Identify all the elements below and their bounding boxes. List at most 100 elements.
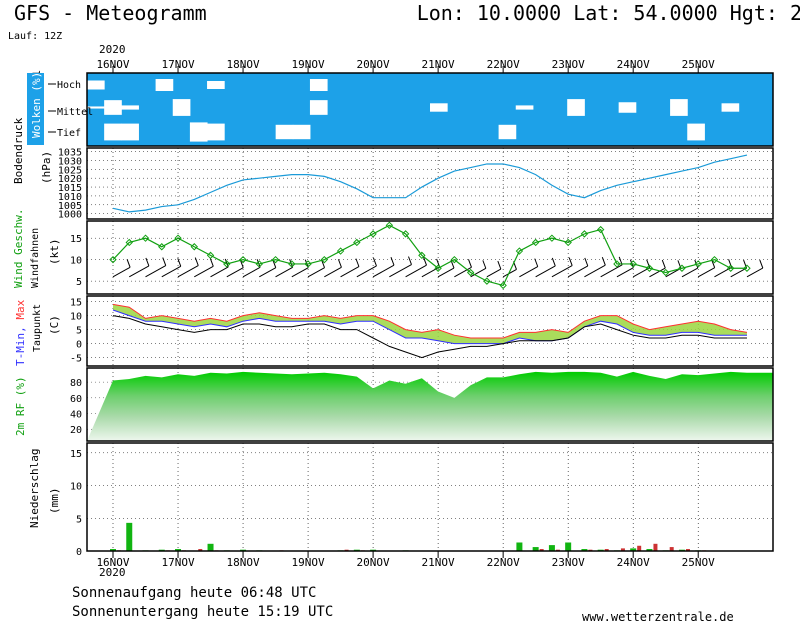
wind-barb-feather xyxy=(209,258,214,267)
top-date-label: 18NOV xyxy=(226,58,259,71)
cloud-cell xyxy=(275,124,294,140)
precip-bar-conv xyxy=(637,545,642,551)
site-link[interactable]: www.wetterzentrale.de xyxy=(582,610,734,624)
precip-tick-label: 0 xyxy=(76,547,82,558)
cloud-cell xyxy=(87,106,105,109)
dewpoint-line xyxy=(112,315,747,359)
wind-speed-marker xyxy=(385,221,394,230)
wind-barb xyxy=(567,265,589,278)
wind-barb xyxy=(112,266,131,278)
wind-barb-feather xyxy=(661,259,666,269)
wind-speed-marker xyxy=(353,238,361,247)
top-date-label: 24NOV xyxy=(617,58,650,71)
wind-barb xyxy=(746,267,764,278)
rh-tick-label: 80 xyxy=(70,378,82,389)
top-date-label: 17NOV xyxy=(161,58,194,71)
wind-speed-marker xyxy=(141,234,150,242)
wind-barb-feather xyxy=(759,259,764,269)
wind-barb-feather xyxy=(337,259,342,268)
wind-speed-marker xyxy=(531,238,540,247)
rh-panel-frame xyxy=(86,367,774,442)
wind-speed-marker xyxy=(288,260,296,268)
wind-barb-feather xyxy=(177,258,182,267)
temp-panel-frame xyxy=(86,295,774,367)
rh-tick-label: 40 xyxy=(70,410,82,421)
top-date-label: 23NOV xyxy=(552,58,585,71)
bottom-date-label: 18NOV xyxy=(226,556,259,569)
cloud-cell xyxy=(515,105,534,110)
wind-barb xyxy=(470,267,487,278)
location-coordinates: Lon: 10.0000 Lat: 54.0000 Hgt: 2 xyxy=(416,1,800,25)
bottom-date-label: 20NOV xyxy=(357,556,390,569)
wind-barb-feather xyxy=(126,259,131,268)
wind-speed-marker xyxy=(483,277,491,285)
wind-barb xyxy=(226,267,244,278)
wind-speed-marker xyxy=(418,251,426,260)
cloud-cell xyxy=(172,99,191,116)
top-date-label: 25NOV xyxy=(682,58,715,71)
wind-unit: (kt) xyxy=(48,239,61,266)
wind-speed-marker xyxy=(645,264,654,272)
cloud-cell xyxy=(155,79,174,91)
cloud-level-label: Hoch xyxy=(57,80,81,91)
rh-area xyxy=(87,371,773,441)
wind-barb xyxy=(502,268,517,278)
wind-barb xyxy=(389,264,412,278)
pressure-tick-label: 1030 xyxy=(58,156,82,167)
wind-barb xyxy=(681,267,699,278)
wind-speed-marker xyxy=(336,247,345,255)
top-date-label: 20NOV xyxy=(357,58,390,71)
wind-barb-feather xyxy=(390,257,395,266)
wind-speed-marker xyxy=(564,238,572,247)
wind-barb xyxy=(177,265,199,278)
precip-tick-label: 5 xyxy=(76,514,82,525)
wind-barb-feather xyxy=(534,258,539,267)
wind-barb xyxy=(649,267,666,278)
precip-tick-label: 10 xyxy=(70,482,82,493)
precip-title: Niederschlag xyxy=(28,449,41,528)
data-marks xyxy=(87,79,773,551)
top-date-label: 22NOV xyxy=(487,58,520,71)
wind-barb xyxy=(519,266,539,278)
cloud-cell xyxy=(687,123,705,141)
bottom-date-label: 17NOV xyxy=(161,556,194,569)
wind-speed-marker xyxy=(629,260,637,268)
cloud-axis-label: Wolken (%) xyxy=(30,72,43,138)
wind-barb xyxy=(210,266,229,278)
precip-bar-rain xyxy=(516,542,523,551)
pressure-line xyxy=(112,154,748,213)
cloud-panel-frame xyxy=(86,72,774,147)
dewpoint-label: Taupunkt xyxy=(32,304,43,352)
wind-barb-feather xyxy=(372,257,377,267)
temp-tick-label: 5 xyxy=(76,326,82,337)
wind-barb-feather xyxy=(468,259,472,268)
wind-barb xyxy=(584,264,606,278)
wind-barb xyxy=(714,266,732,278)
top-date-label: 16NOV xyxy=(96,58,129,71)
bottom-date-label: 24NOV xyxy=(617,556,650,569)
cloud-cell xyxy=(670,99,688,116)
pressure-tick-label: 1015 xyxy=(58,183,82,194)
temp-tick-label: 15 xyxy=(70,298,82,309)
precip-bar-rain xyxy=(646,549,653,551)
wind-barb xyxy=(129,265,150,278)
precip-panel-frame xyxy=(86,442,774,552)
wind-speed-marker xyxy=(125,238,133,247)
cloud-cell xyxy=(104,123,122,141)
wind-barb xyxy=(145,265,167,278)
wind-barb xyxy=(421,266,440,278)
pressure-tick-label: 1035 xyxy=(58,148,82,159)
wind-tick-label: 10 xyxy=(70,256,82,267)
wind-speed-marker xyxy=(661,268,670,277)
wind-barb xyxy=(405,264,427,278)
wind-speed-marker xyxy=(239,255,247,264)
temp-tick-label: -5 xyxy=(70,354,82,365)
bottom-date-label: 21NOV xyxy=(422,556,455,569)
wind-speed-marker xyxy=(158,243,166,251)
precip-bar-conv xyxy=(669,547,674,551)
wind-speed-marker xyxy=(450,255,459,264)
wind-barb-label: Windfahnen xyxy=(30,228,41,288)
wind-speed-marker xyxy=(613,260,621,268)
cloud-cell xyxy=(618,102,637,113)
wind-tick-label: 15 xyxy=(70,234,82,245)
